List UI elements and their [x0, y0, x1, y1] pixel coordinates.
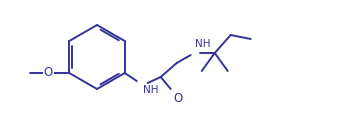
Text: O: O: [44, 67, 53, 80]
Text: NH: NH: [195, 39, 210, 49]
Text: O: O: [174, 92, 183, 105]
Text: NH: NH: [143, 85, 158, 95]
